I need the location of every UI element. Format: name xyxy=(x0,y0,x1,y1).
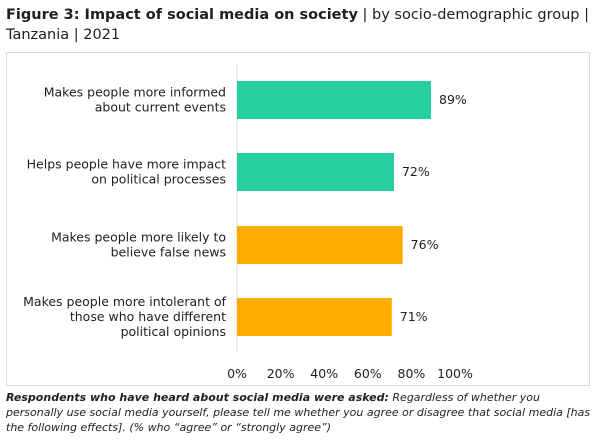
x-tick-label: 40% xyxy=(310,366,338,381)
chart-title-subtitle: | by socio-demographic group | Tanzania … xyxy=(6,7,589,43)
bar xyxy=(237,81,432,119)
category-label: Makes people more likely to xyxy=(51,230,226,245)
category-label: on political processes xyxy=(91,172,226,187)
data-label: 71% xyxy=(400,309,428,324)
x-tick-label: 60% xyxy=(354,366,382,381)
bar xyxy=(237,153,394,191)
footnote-question-intro: Respondents who have heard about social … xyxy=(6,391,389,404)
category-label: Makes people more informed xyxy=(44,85,226,100)
x-tick-label: 20% xyxy=(267,366,295,381)
footnote-question-text: Regardless of whether you personally use… xyxy=(6,391,591,434)
category-label: Helps people have more impact xyxy=(27,157,226,172)
bar xyxy=(237,298,392,336)
x-tick-label: 100% xyxy=(437,366,473,381)
data-label: 76% xyxy=(411,237,439,252)
category-label: about current events xyxy=(95,100,226,115)
chart-frame xyxy=(6,52,590,386)
chart-title-main: Figure 3: Impact of social media on soci… xyxy=(6,7,358,23)
category-label: Makes people more intolerant of xyxy=(23,294,226,309)
footnote: Respondents who have heard about social … xyxy=(6,390,594,435)
category-label: believe false news xyxy=(111,245,226,260)
bar xyxy=(237,226,403,264)
x-tick-label: 80% xyxy=(398,366,426,381)
category-label: those who have different xyxy=(70,309,226,324)
data-label: 72% xyxy=(402,164,430,179)
category-label: political opinions xyxy=(121,324,226,339)
chart-title: Figure 3: Impact of social media on soci… xyxy=(6,5,591,45)
data-label: 89% xyxy=(439,92,467,107)
x-tick-label: 0% xyxy=(227,366,247,381)
